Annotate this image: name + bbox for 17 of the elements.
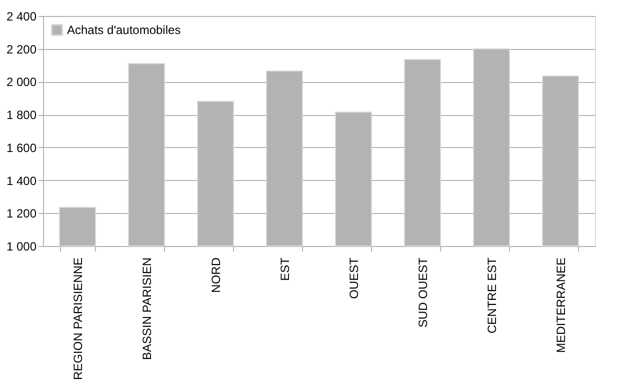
legend-label: Achats d'automobiles xyxy=(67,23,181,37)
x-tick-label: MEDITERRANEE xyxy=(554,258,568,353)
x-tick-label: OUEST xyxy=(347,256,361,299)
x-tick-label: NORD xyxy=(209,257,223,293)
x-tick-label: CENTRE EST xyxy=(485,256,499,334)
x-tick-label: REGION PARISIENNE xyxy=(71,258,85,380)
x-tick-label: SUD OUEST xyxy=(416,256,430,328)
y-tick-label: 1 600 xyxy=(6,140,37,155)
y-tick-label: 1 000 xyxy=(6,240,37,254)
x-tick-label: BASSIN PARISIEN xyxy=(140,258,154,360)
y-tick-label: 2 400 xyxy=(6,10,37,24)
y-tick-label: 2 000 xyxy=(6,75,37,90)
y-tick-label: 1 200 xyxy=(6,206,37,221)
y-tick-label: 1 400 xyxy=(6,174,37,188)
y-tick-label: 1 800 xyxy=(6,108,37,122)
x-tick-label: EST xyxy=(278,256,292,281)
y-tick-label: 2 200 xyxy=(6,42,37,56)
